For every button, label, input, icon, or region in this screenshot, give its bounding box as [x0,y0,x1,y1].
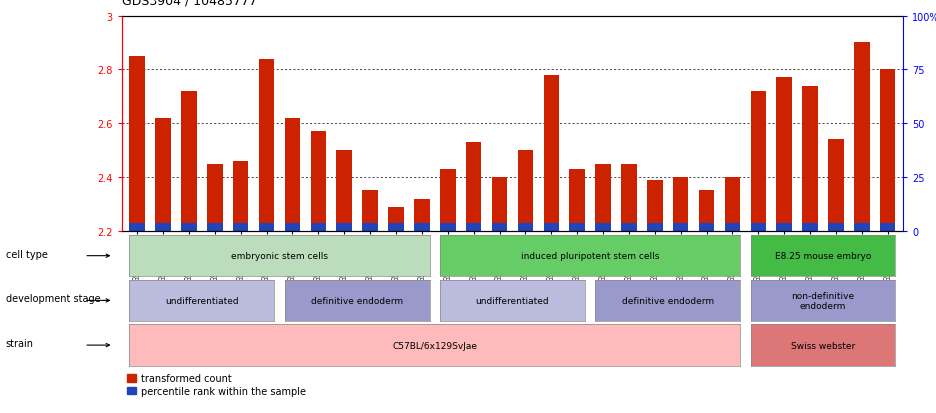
Bar [259,59,274,231]
Bar [207,223,223,231]
Bar [466,143,481,231]
Legend: transformed count, percentile rank within the sample: transformed count, percentile rank withi… [126,373,306,396]
Bar [569,169,585,231]
Text: development stage: development stage [6,294,100,304]
Bar [751,223,766,231]
Bar [647,223,663,231]
Text: Swiss webster: Swiss webster [791,341,856,350]
Bar [802,86,818,231]
Bar [699,191,714,231]
Bar [233,223,248,231]
Bar [751,92,766,231]
Bar [544,76,559,231]
Text: definitive endoderm: definitive endoderm [311,296,403,305]
Bar [362,223,378,231]
Bar [673,178,689,231]
Text: induced pluripotent stem cells: induced pluripotent stem cells [521,252,659,261]
Bar [622,164,636,231]
Bar [155,223,171,231]
Bar [724,223,740,231]
Bar [311,223,326,231]
Bar [233,161,248,231]
Bar [336,223,352,231]
Bar [569,223,585,231]
Bar [259,223,274,231]
Bar [129,57,145,231]
Bar [491,178,507,231]
Bar [388,207,403,231]
Bar [440,223,456,231]
Bar [440,169,456,231]
Text: undifferentiated: undifferentiated [475,296,549,305]
Bar [699,223,714,231]
Bar [880,70,896,231]
Text: embryonic stem cells: embryonic stem cells [231,252,328,261]
Bar [518,151,534,231]
Bar [828,223,843,231]
Bar [414,223,430,231]
Bar [207,164,223,231]
Text: definitive endoderm: definitive endoderm [622,296,714,305]
Bar [466,223,481,231]
Bar [854,223,870,231]
Bar [336,151,352,231]
Bar [854,43,870,231]
Bar [388,223,403,231]
Bar [182,223,197,231]
Bar [182,92,197,231]
Text: cell type: cell type [6,249,48,259]
Text: C57BL/6x129SvJae: C57BL/6x129SvJae [392,341,477,350]
Bar [622,223,636,231]
Bar [285,119,300,231]
Bar [724,178,740,231]
Text: undifferentiated: undifferentiated [165,296,239,305]
Bar [828,140,843,231]
Bar [518,223,534,231]
Bar [595,164,611,231]
Bar [311,132,326,231]
Text: GDS3904 / 10485777: GDS3904 / 10485777 [122,0,256,8]
Bar [155,119,171,231]
Bar [544,223,559,231]
Bar [285,223,300,231]
Bar [647,180,663,231]
Text: strain: strain [6,338,34,348]
Text: non-definitive
endoderm: non-definitive endoderm [792,291,855,310]
Bar [129,223,145,231]
Bar [414,199,430,231]
Bar [673,223,689,231]
Bar [491,223,507,231]
Bar [595,223,611,231]
Bar [777,78,792,231]
Bar [777,223,792,231]
Bar [362,191,378,231]
Bar [880,223,896,231]
Text: E8.25 mouse embryo: E8.25 mouse embryo [775,252,871,261]
Bar [802,223,818,231]
